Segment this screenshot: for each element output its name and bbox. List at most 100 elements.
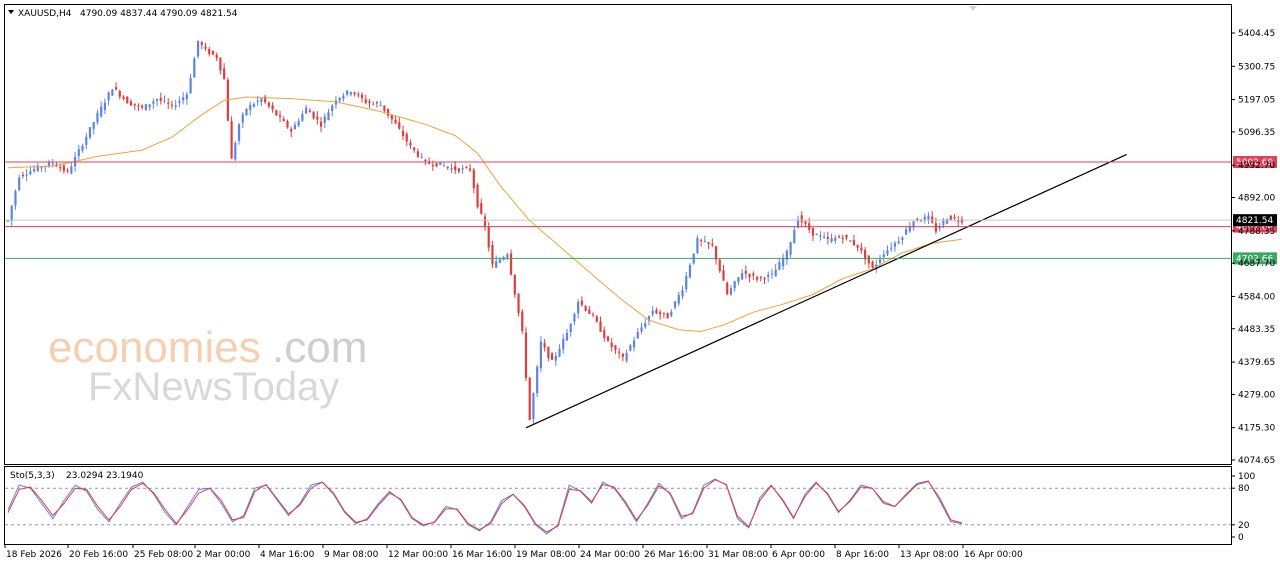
candle — [811, 227, 815, 242]
x-tick-label: 9 Mar 08:00 — [324, 550, 379, 560]
candle — [558, 344, 561, 358]
candle — [88, 127, 92, 140]
watermark-fxnewstoday: FxNewsToday — [88, 365, 339, 409]
candle-body — [804, 221, 807, 224]
candle — [25, 169, 28, 182]
candle-body — [480, 203, 483, 214]
candle-body — [286, 120, 289, 128]
candle-body — [70, 166, 73, 174]
candle-body — [614, 345, 617, 350]
candle — [599, 316, 602, 333]
candle — [778, 258, 781, 271]
candle-body — [651, 311, 654, 315]
candle — [260, 97, 263, 107]
candle — [543, 338, 546, 352]
candle-body — [852, 240, 856, 246]
candle-body — [841, 237, 844, 239]
candle — [122, 95, 125, 101]
candle — [640, 322, 643, 334]
candle-body — [446, 166, 449, 168]
candle — [901, 236, 904, 245]
candle — [893, 240, 897, 252]
one-click-trading-arrow-icon[interactable] — [969, 6, 977, 11]
candle-body — [476, 184, 479, 207]
candle — [852, 234, 856, 246]
candle — [454, 160, 457, 175]
candle — [718, 258, 721, 274]
candle-body — [260, 98, 263, 103]
candle — [539, 336, 542, 373]
candle-body — [785, 250, 788, 260]
candle — [185, 91, 188, 105]
candle — [465, 165, 468, 169]
price-layer — [6, 40, 1127, 429]
candle — [666, 312, 669, 319]
candle — [733, 280, 736, 292]
candle-body — [32, 169, 36, 172]
candle-body — [275, 110, 278, 116]
candle — [908, 222, 911, 233]
candle-body — [271, 105, 274, 110]
candle — [595, 315, 598, 323]
candle — [841, 234, 844, 244]
candle-body — [230, 121, 233, 159]
candle — [823, 232, 826, 239]
candle-body — [6, 220, 10, 222]
candle-body — [316, 116, 319, 120]
candle — [200, 40, 203, 50]
candle — [685, 271, 688, 293]
candle — [420, 153, 423, 159]
candle-body — [379, 105, 382, 107]
candle — [867, 255, 870, 269]
candle — [18, 174, 21, 192]
candle — [275, 109, 278, 117]
candle-body — [189, 77, 192, 94]
candle-body — [85, 136, 88, 145]
candle — [707, 241, 710, 250]
candle-body — [155, 99, 159, 101]
candle-body — [308, 110, 311, 113]
candle — [625, 349, 628, 363]
candle — [632, 336, 636, 352]
candle — [129, 98, 133, 106]
candle — [14, 189, 17, 210]
candle-body — [226, 79, 229, 121]
candle — [293, 121, 297, 130]
candle — [528, 377, 531, 421]
trendline[interactable] — [525, 153, 1127, 429]
candle — [860, 242, 863, 254]
candle-body — [208, 48, 211, 55]
candle — [782, 253, 785, 270]
symbol-dropdown-icon[interactable] — [8, 10, 14, 14]
candle-body — [170, 104, 174, 106]
candle — [193, 56, 196, 78]
candle-body — [249, 104, 252, 110]
candle-body — [107, 92, 110, 101]
candle — [368, 98, 371, 108]
candle — [103, 98, 106, 115]
candle — [871, 260, 874, 270]
candle-body — [912, 221, 915, 228]
candle — [319, 116, 323, 133]
candle — [491, 240, 494, 268]
candle — [826, 231, 829, 245]
candle — [394, 115, 397, 124]
candle-body — [778, 262, 781, 270]
candle — [21, 171, 25, 179]
candle-body — [741, 273, 744, 280]
candle — [577, 299, 580, 319]
candle-body — [659, 312, 662, 315]
candle — [532, 392, 535, 424]
candle — [167, 98, 170, 110]
candle — [137, 103, 140, 111]
candle — [864, 247, 867, 265]
candle-body — [886, 250, 889, 255]
stochastic-panel: Sto(5,3,3) 23.0294 23.1940 100 80 20 0 — [5, 471, 1255, 543]
candle-body — [256, 100, 259, 102]
candle — [837, 234, 841, 239]
candle — [442, 161, 446, 167]
candle — [360, 92, 364, 103]
candle — [927, 212, 930, 225]
candle-body — [647, 316, 651, 321]
